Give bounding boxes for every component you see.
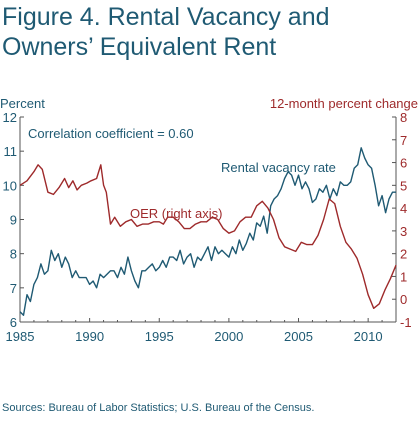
vacancy-series-label: Rental vacancy rate — [221, 160, 336, 175]
y-tick-label-left: 6 — [10, 315, 17, 330]
y-tick-label-left: 7 — [10, 281, 17, 296]
chart-title-line-1: Figure 4. Rental Vacancy and — [2, 3, 330, 31]
x-tick-label: 2005 — [284, 329, 313, 344]
oer-line — [19, 164, 397, 309]
chart-series — [19, 147, 397, 316]
x-tick-label: 1990 — [75, 329, 104, 344]
chart-title-line-2: Owners’ Equivalent Rent — [2, 33, 277, 61]
vacancy-rate-line — [19, 147, 396, 316]
x-tick-label: 1995 — [145, 329, 174, 344]
x-tick-label: 2000 — [214, 329, 243, 344]
y-tick-label-right: 8 — [400, 110, 407, 125]
y-tick-label-right: 1 — [400, 269, 407, 284]
y-axis-title-right: 12-month percent change — [270, 96, 418, 111]
chart-axes — [19, 116, 397, 323]
correlation-annotation: Correlation coefficient = 0.60 — [28, 126, 194, 141]
source-note: Sources: Bureau of Labor Statistics; U.S… — [2, 402, 315, 414]
y-tick-label-left: 10 — [3, 178, 17, 193]
y-axis-title-left: Percent — [0, 96, 45, 111]
y-tick-label-left: 9 — [10, 213, 17, 228]
y-tick-label-right: 4 — [400, 201, 407, 216]
y-tick-label-right: 0 — [400, 292, 407, 307]
y-tick-label-right: 5 — [400, 178, 407, 193]
y-tick-label-right: 6 — [400, 156, 407, 171]
x-tick-label: 2010 — [354, 329, 383, 344]
x-tick-label: 1985 — [6, 329, 35, 344]
y-tick-label-right: -1 — [400, 315, 412, 330]
y-tick-label-right: 2 — [400, 247, 407, 262]
y-tick-label-left: 11 — [4, 144, 18, 159]
y-tick-label-left: 8 — [10, 247, 17, 262]
oer-series-label: OER (right axis) — [130, 206, 222, 221]
y-tick-label-right: 3 — [400, 224, 407, 239]
y-tick-label-left: 12 — [3, 110, 17, 125]
y-tick-label-right: 7 — [400, 133, 407, 148]
